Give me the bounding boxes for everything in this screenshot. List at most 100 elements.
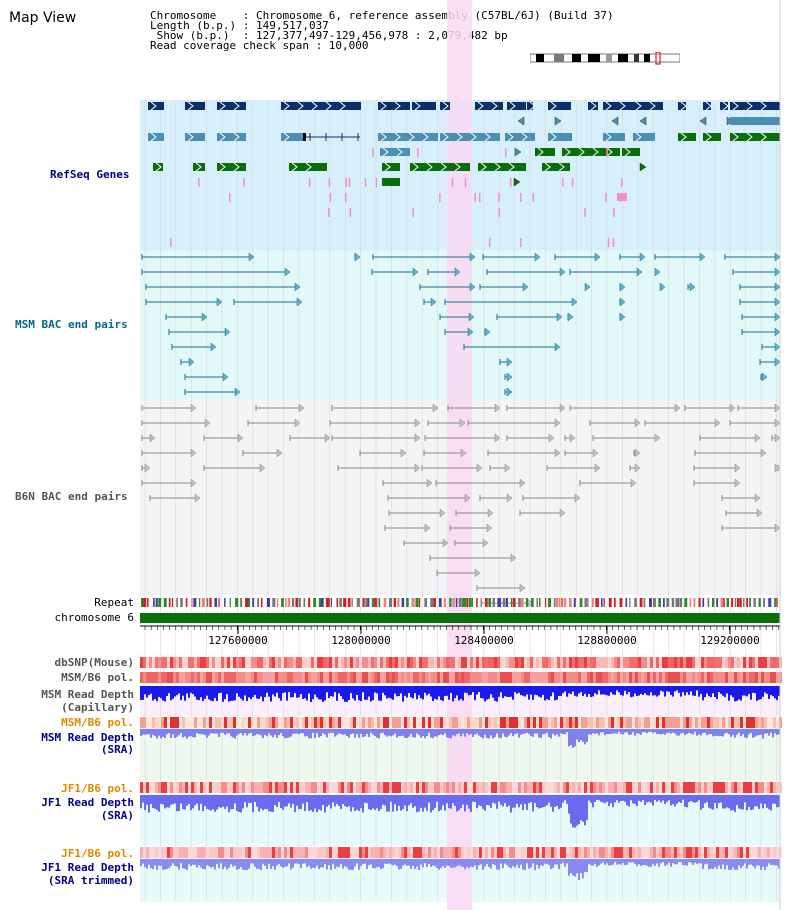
refseq-tick: [243, 178, 245, 187]
repeat-element: [281, 598, 284, 607]
jf1-trim-depth-bar: [518, 859, 520, 868]
track-label-jf1-pol[interactable]: JF1/B6 pol.: [61, 782, 134, 795]
track-label-msm-b6-pol-sra[interactable]: MSM/B6 pol.: [61, 716, 134, 729]
msm-cap-depth-bar: [472, 686, 474, 693]
jf1-trim-depth-bar: [380, 859, 382, 870]
repeat-element: [458, 598, 462, 607]
msm-pol-sra-cell: [542, 717, 545, 728]
msm-pol-cell: [599, 672, 602, 683]
strand-arrow: [195, 162, 202, 172]
jf1-sra-depth-bar: [684, 795, 686, 807]
track-label-jf1-pol-trimmed[interactable]: JF1/B6 pol.: [61, 847, 134, 860]
repeat-element: [629, 598, 631, 607]
msm-pol-sra-cell: [215, 717, 218, 728]
jf1-sra-depth-bar: [728, 795, 730, 809]
msm-sra-depth-bar: [374, 729, 376, 737]
msm-pol-sra-cell: [374, 717, 377, 728]
jf1-pol-cell: [518, 782, 521, 793]
msm-sra-depth-bar: [154, 729, 156, 737]
msm-pol-cell: [566, 672, 569, 683]
msm-pol-cell: [338, 672, 341, 683]
dbsnp-cell: [236, 657, 239, 668]
jf1-pol-trim-cell: [662, 847, 665, 858]
msm-cap-depth-bar: [220, 686, 222, 693]
jf1-sra-depth-bar: [472, 795, 474, 802]
msm-sra-depth-bar: [524, 729, 526, 734]
jf1-trim-depth-bar: [626, 859, 628, 865]
jf1-pol-cell: [335, 782, 338, 793]
jf1-pol-cell: [389, 782, 392, 793]
b6n-bac-pair-end: [559, 403, 566, 413]
msm-pol-sra-cell: [605, 717, 608, 728]
dbsnp-cell: [221, 657, 224, 668]
jf1-sra-depth-bar: [622, 795, 624, 801]
jf1-sra-depth-bar: [690, 795, 692, 801]
jf1-trim-depth-bar: [696, 859, 698, 864]
msm-pol-cell: [395, 672, 398, 683]
dbsnp-cell: [326, 657, 329, 668]
jf1-trim-depth-bar: [144, 859, 146, 867]
msm-sra-depth-bar: [258, 729, 260, 735]
track-label-b6n-bac[interactable]: B6N BAC end pairs: [15, 490, 128, 503]
msm-pol-sra-cell: [194, 717, 197, 728]
track-label-jf1-depth-trimmed[interactable]: JF1 Read Depth: [41, 861, 134, 874]
jf1-pol-cell: [302, 782, 305, 793]
jf1-pol-trim-cell: [281, 847, 284, 858]
jf1-sra-depth-bar: [358, 795, 360, 811]
repeat-element: [774, 598, 776, 607]
jf1-trim-depth-bar: [292, 859, 294, 868]
msm-cap-depth-bar: [336, 686, 338, 701]
msm-sra-depth-bar: [268, 729, 270, 734]
axis-tick-label: 129200000: [700, 634, 760, 647]
jf1-trim-depth-bar: [468, 859, 470, 869]
msm-sra-depth-bar: [276, 729, 278, 738]
msm-pol-sra-cell: [761, 717, 764, 728]
refseq-gene: [380, 148, 410, 156]
msm-bac-pair-end: [284, 267, 291, 277]
msm-cap-depth-bar: [304, 686, 306, 699]
jf1-pol-trim-cell: [590, 847, 593, 858]
repeat-element: [555, 598, 559, 607]
jf1-pol-cell: [509, 782, 512, 793]
track-label-msm-depth-capillary[interactable]: MSM Read Depth: [41, 688, 134, 701]
msm-cap-depth-bar: [608, 686, 610, 696]
track-label-jf1-depth[interactable]: JF1 Read Depth: [41, 796, 134, 809]
msm-bac-pair-end: [506, 372, 513, 382]
b6n-bac-pair-end: [760, 448, 767, 458]
refseq-gene: [720, 102, 728, 110]
dbsnp-cell: [371, 657, 374, 668]
jf1-pol-trim-cell: [749, 847, 752, 858]
repeat-element: [339, 598, 342, 607]
msm-cap-depth-bar: [404, 686, 406, 696]
msm-sra-depth-bar: [230, 729, 232, 737]
track-label-refseq[interactable]: RefSeq Genes: [50, 168, 130, 181]
msm-pol-cell: [695, 672, 698, 683]
jf1-sra-depth-bar: [304, 795, 306, 812]
msm-pol-sra-cell: [170, 717, 173, 728]
track-label-msm-b6-pol[interactable]: MSM/B6 pol.: [61, 671, 134, 684]
msm-pol-sra-cell: [392, 717, 395, 728]
dbsnp-cell: [677, 657, 680, 668]
msm-pol-cell: [185, 672, 188, 683]
msm-pol-cell: [227, 672, 230, 683]
msm-sra-depth-bar: [208, 729, 210, 736]
b6n-bac-pair-end: [756, 508, 763, 518]
dbsnp-cell: [752, 657, 755, 668]
jf1-pol-trim-cell: [503, 847, 506, 858]
track-label-msm-depth-sra[interactable]: MSM Read Depth: [41, 731, 134, 744]
b6n-bac-pair-end: [414, 418, 421, 428]
msm-sra-depth-bar: [202, 729, 204, 735]
msm-sra-depth-bar: [728, 729, 730, 735]
jf1-pol-trim-cell: [638, 847, 641, 858]
jf1-trim-depth-bar: [298, 859, 300, 865]
chromosome-ideogram[interactable]: [530, 52, 680, 66]
jf1-sra-depth-bar: [324, 795, 326, 813]
refseq-tick: [375, 178, 378, 187]
track-label-msm-bac[interactable]: MSM BAC end pairs: [15, 318, 128, 331]
track-label-dbsnp[interactable]: dbSNP(Mouse): [54, 656, 134, 669]
repeat-element: [285, 598, 287, 607]
msm-pol-sra-cell: [452, 717, 455, 728]
jf1-trim-depth-bar: [752, 859, 754, 867]
jf1-pol-trim-cell: [410, 847, 413, 858]
